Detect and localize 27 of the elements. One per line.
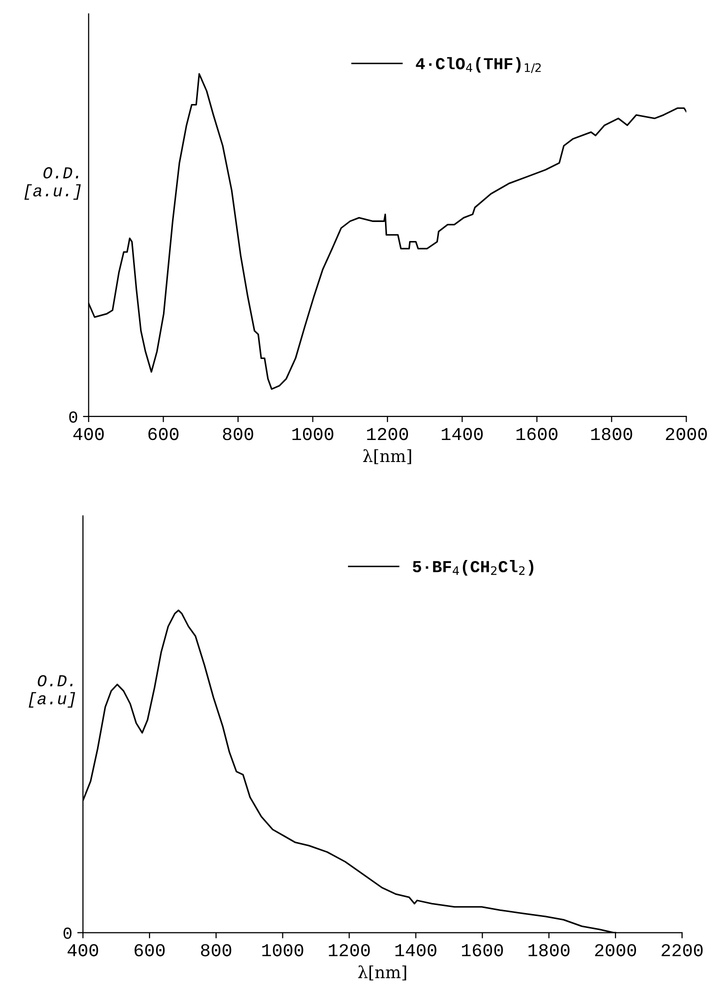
x-tick-label: 1800 (528, 944, 570, 956)
text: 0 (69, 411, 78, 423)
x-tick-label: 800 (201, 944, 232, 956)
x-tick-label: 1600 (516, 428, 558, 440)
y-axis-title: O.D. [a.u.] (24, 167, 81, 200)
x-tick-label: 400 (73, 428, 104, 440)
x-tick-label: 1400 (395, 944, 436, 956)
x-axis-title: λ[nm] (363, 449, 412, 464)
x-tick-label: 1600 (462, 944, 503, 956)
x-tick-label: 800 (222, 428, 254, 440)
x-tick-label: 1000 (292, 428, 334, 440)
legend-label: 4·ClO$_{4}$(THF)$_{1/2}$ (416, 57, 541, 73)
x-tick-label: 1800 (591, 428, 632, 440)
x-tick-label: 1400 (442, 428, 483, 440)
x-tick-label: 2000 (595, 944, 636, 956)
text: 0 (64, 928, 72, 939)
y-axis-title: O.D. [a.u] (28, 675, 76, 708)
x-tick-label: 400 (68, 944, 98, 956)
x-tick-label: 600 (148, 428, 178, 440)
legend-label: 5·BF$_{4}$(CH$_{2}$Cl$_{2}$) (412, 560, 534, 576)
x-tick-label: 2200 (662, 944, 703, 956)
x-axis-title: λ[nm] (358, 965, 406, 980)
x-tick-label: 2000 (666, 428, 707, 440)
x-tick-label: 600 (134, 944, 165, 956)
x-tick-label: 1200 (328, 944, 370, 956)
x-tick-label: 1200 (367, 428, 408, 440)
x-tick-label: 1000 (262, 944, 304, 956)
